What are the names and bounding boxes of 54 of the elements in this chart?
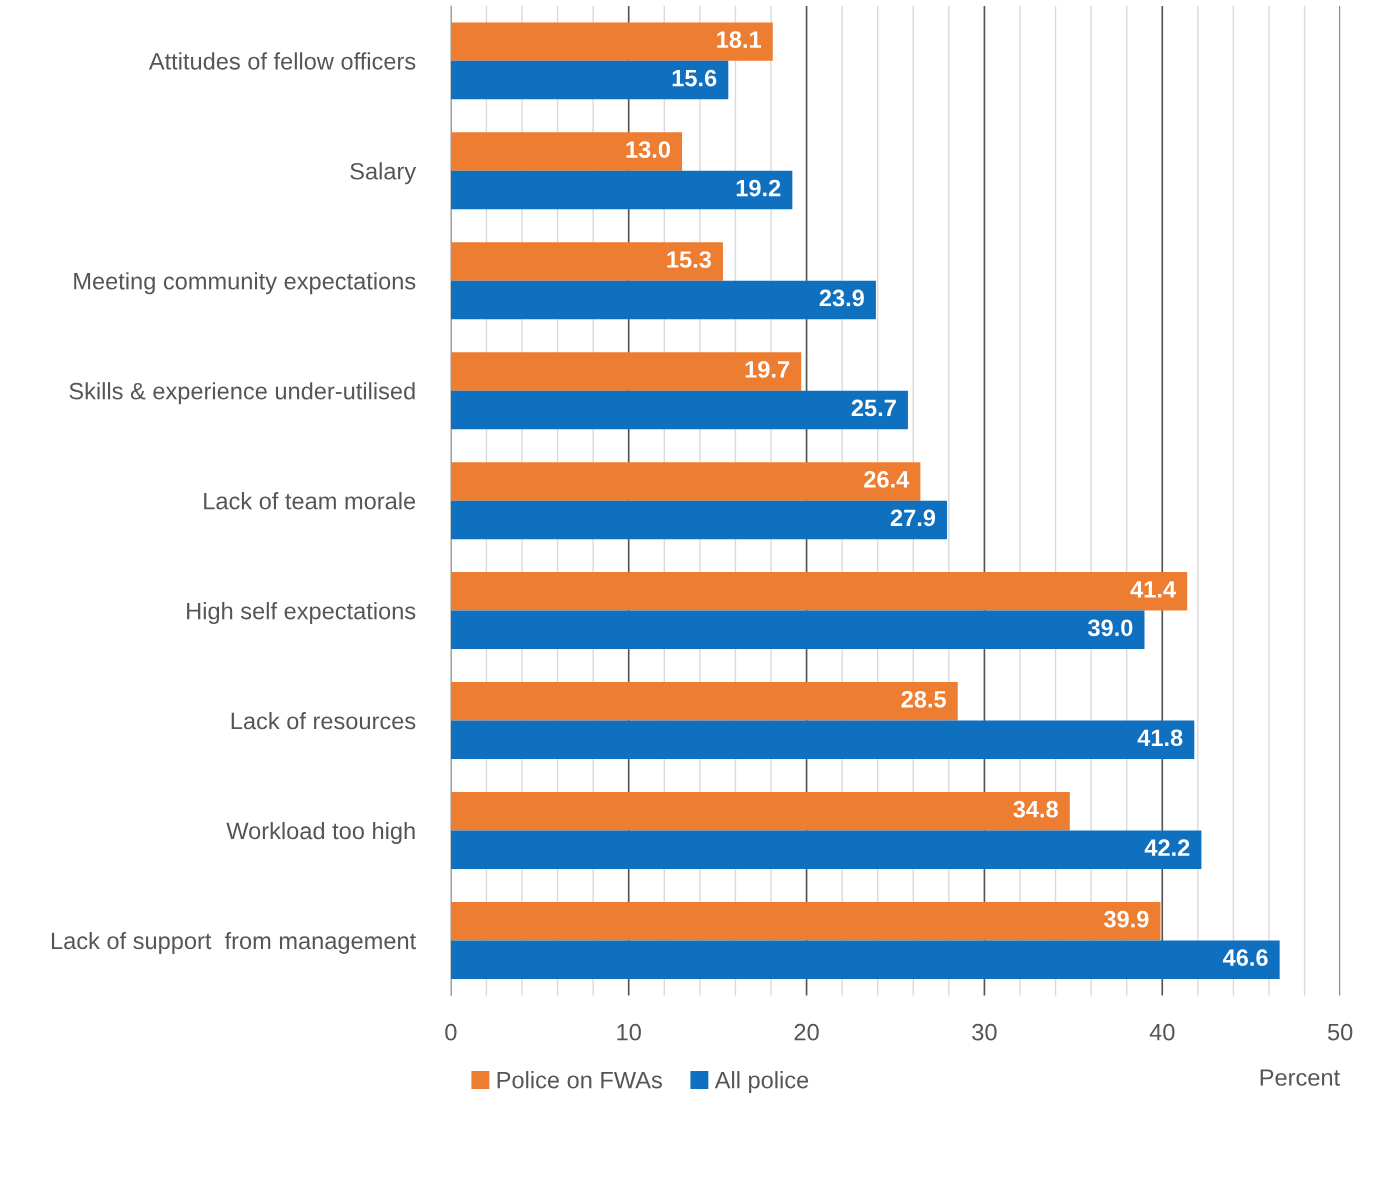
bar — [450, 830, 1202, 869]
bar — [450, 572, 1188, 611]
x-tick-label: 10 — [617, 1023, 641, 1041]
data-label: 34.8 — [1013, 800, 1058, 818]
bar — [450, 610, 1145, 650]
y-tick-label: Lack of support from management — [51, 931, 416, 954]
data-label: 41.8 — [1137, 729, 1183, 747]
bar — [450, 720, 1195, 760]
y-tick-label: Lack of resources — [231, 711, 416, 730]
data-label: 26.4 — [864, 471, 910, 488]
bar — [450, 500, 948, 540]
data-label: 39.9 — [1103, 910, 1149, 928]
x-tick-label: 20 — [794, 1023, 819, 1041]
bar — [450, 462, 921, 501]
data-label: 39.0 — [1087, 619, 1133, 637]
legend-label: All police — [714, 1071, 809, 1094]
bar — [450, 22, 773, 61]
bar — [450, 242, 723, 281]
y-tick-label: Skills & experience under-utilised — [69, 382, 415, 405]
data-label: 46.6 — [1222, 949, 1268, 967]
y-tick-label: High self expectations — [187, 602, 416, 625]
data-label: 42.2 — [1144, 839, 1190, 856]
bar — [450, 170, 793, 210]
data-label: 19.2 — [736, 179, 781, 197]
bar — [450, 352, 802, 391]
y-tick-label: Meeting community expectations — [74, 272, 416, 295]
x-tick-label: 0 — [445, 1023, 457, 1041]
x-tick-label: 30 — [972, 1023, 997, 1041]
x-tick-label: 50 — [1327, 1023, 1353, 1041]
x-tick-label: 40 — [1149, 1023, 1175, 1041]
data-label: 15.3 — [667, 251, 712, 268]
y-tick-label: Workload too high — [226, 821, 415, 844]
data-label: 13.0 — [626, 141, 670, 158]
data-label: 15.6 — [672, 69, 717, 87]
bar — [450, 940, 1280, 979]
bar — [450, 390, 908, 430]
data-label: 18.1 — [717, 31, 762, 48]
bar — [450, 682, 958, 721]
data-label: 28.5 — [901, 690, 946, 708]
bar — [450, 280, 876, 320]
data-label: 27.9 — [890, 509, 936, 527]
bar — [450, 132, 683, 171]
legend-label: Police on FWAs — [497, 1071, 662, 1089]
y-tick-label: Lack of team morale — [204, 492, 416, 510]
data-label: 19.7 — [745, 361, 790, 378]
bar — [450, 792, 1070, 831]
data-label: 41.4 — [1130, 581, 1176, 598]
data-label: 23.9 — [819, 289, 864, 307]
bar — [450, 60, 729, 100]
x-axis-title: Percent — [1260, 1069, 1340, 1086]
data-label: 25.7 — [851, 399, 896, 417]
y-tick-label: Salary — [350, 162, 417, 185]
y-tick-label: Attitudes of fellow officers — [148, 52, 416, 70]
bar — [450, 901, 1161, 941]
